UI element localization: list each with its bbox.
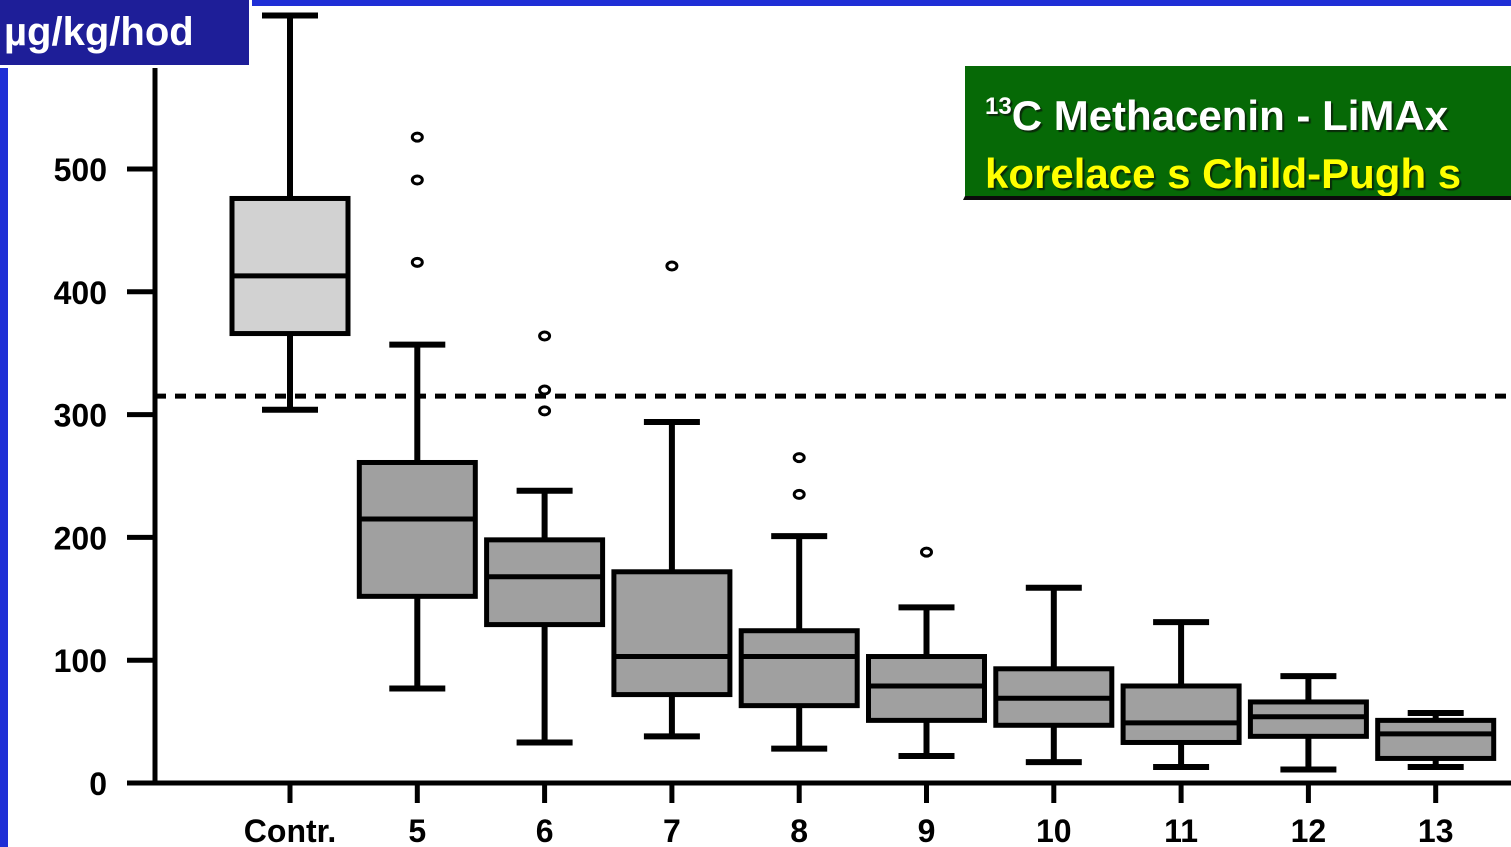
box-group: [1375, 710, 1497, 771]
y-tick-label: 400: [54, 275, 107, 311]
y-tick-label: 100: [54, 643, 107, 679]
x-tick-label: Contr.: [244, 813, 336, 847]
outlier-point: [920, 546, 933, 558]
outlier-point: [792, 452, 806, 464]
outlier-point: [665, 260, 679, 272]
x-tick-label: 11: [1164, 813, 1198, 847]
title-line-2: korelace s Child-Pugh s: [985, 150, 1462, 197]
outlier-point: [538, 405, 552, 417]
box-group: [866, 546, 987, 759]
x-tick-label: 5: [408, 813, 426, 847]
iqr-box: [484, 537, 606, 628]
x-tick-label: 8: [790, 813, 808, 847]
x-tick-label: 6: [536, 813, 554, 847]
outlier-point: [792, 488, 806, 500]
box-group: [1247, 673, 1369, 773]
box-group: [993, 584, 1115, 766]
box-group: [356, 131, 478, 692]
x-tick-label: 9: [918, 813, 936, 847]
y-tick-label: 300: [54, 398, 107, 434]
outlier-point: [410, 131, 424, 143]
iqr-box: [356, 459, 478, 599]
box-group: [484, 330, 606, 746]
x-tick-label: 10: [1036, 813, 1072, 847]
y-unit-text: µg/kg/hod: [4, 10, 194, 54]
iqr-box: [1375, 717, 1497, 761]
outlier-point: [538, 384, 552, 396]
box-group: [611, 260, 733, 740]
x-tick-label: 12: [1291, 813, 1327, 847]
title-line-1: 13C Methacenin - LiMAx: [985, 78, 1511, 145]
isotope-superscript: 13: [985, 93, 1012, 120]
iqr-box: [1120, 683, 1242, 745]
y-unit-label: µg/kg/hod: [0, 0, 252, 68]
box-group: [738, 452, 860, 752]
title-box: 13C Methacenin - LiMAx korelace s Child-…: [963, 66, 1511, 200]
y-tick-label: 200: [54, 520, 107, 556]
y-tick-label: 500: [54, 152, 107, 188]
iqr-box: [229, 195, 351, 337]
x-tick-label: 13: [1418, 813, 1454, 847]
iqr-box: [738, 628, 860, 709]
title-line-1-text: C Methacenin - LiMAx: [1011, 92, 1449, 139]
y-tick-label: 0: [89, 766, 107, 802]
box-group: [1120, 619, 1242, 771]
x-tick-label: 7: [663, 813, 681, 847]
outlier-point: [538, 330, 552, 342]
top-frame: [0, 0, 1511, 6]
outlier-point: [410, 256, 424, 268]
iqr-box: [611, 569, 733, 698]
outlier-point: [410, 174, 424, 186]
box-group: [229, 12, 351, 413]
left-frame: [0, 0, 8, 847]
